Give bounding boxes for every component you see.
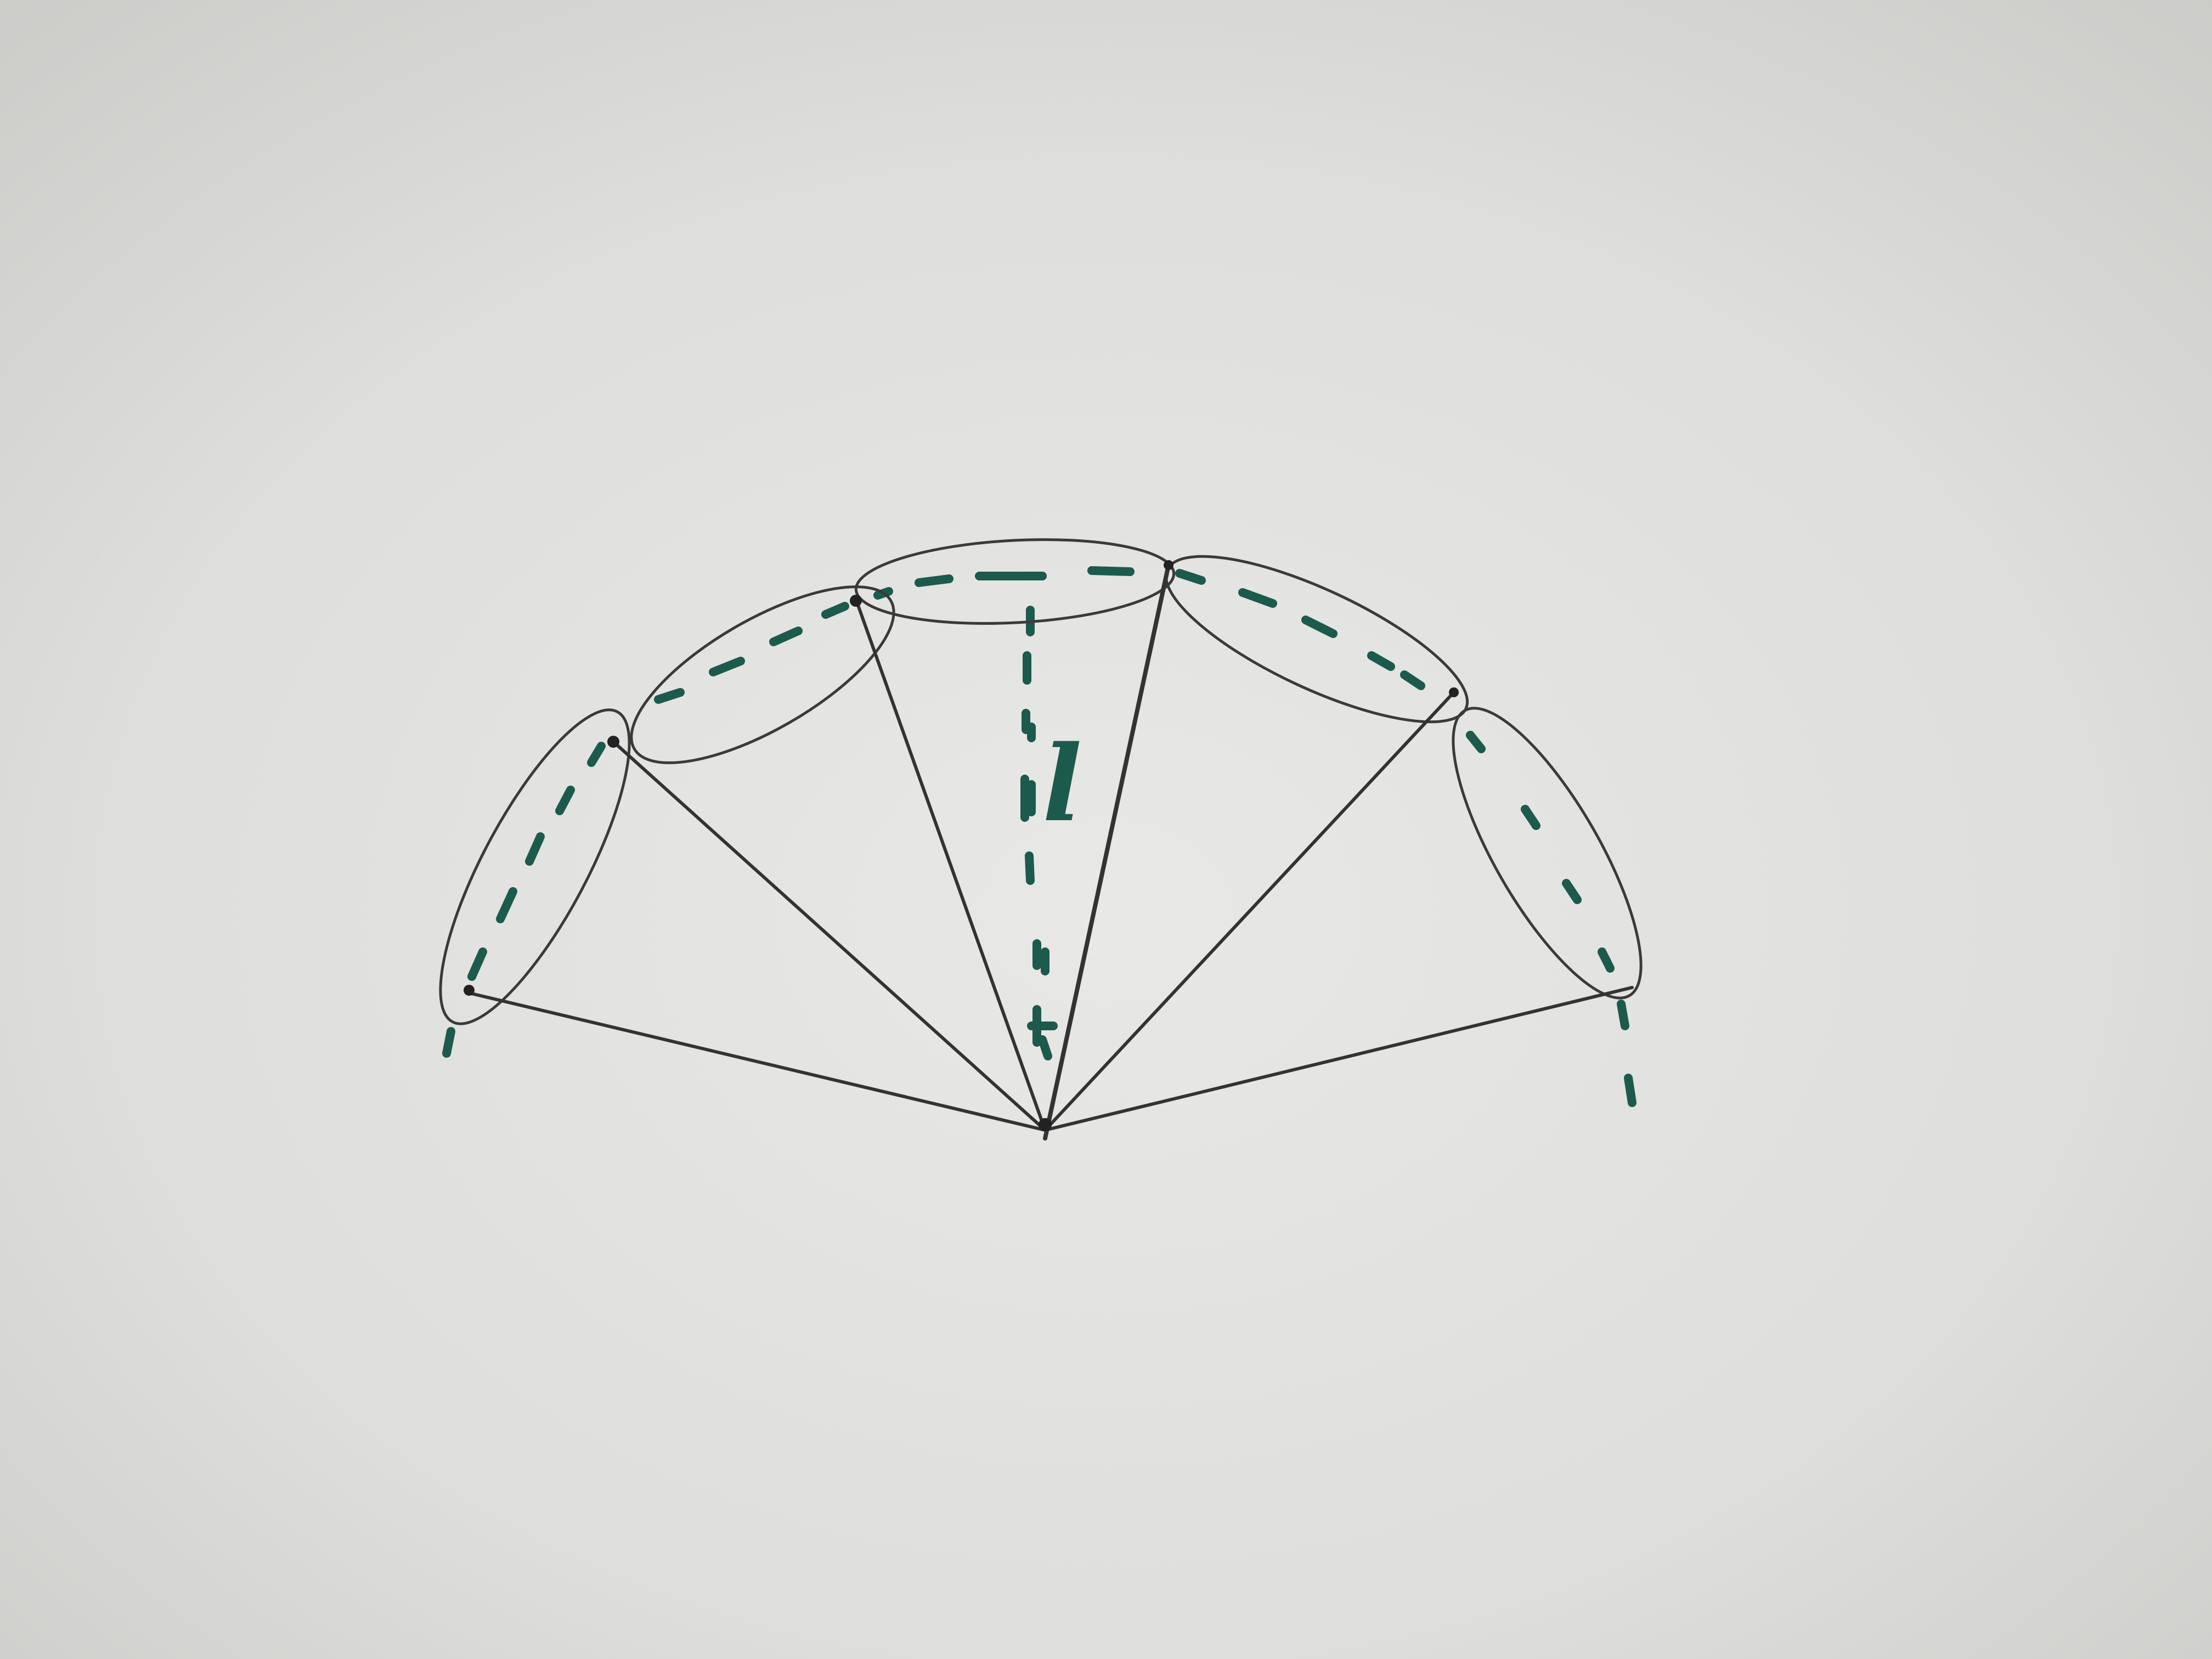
vertex-2: [607, 736, 619, 748]
edge-v6-apex: [1043, 986, 1634, 1132]
edge-v3-apex: [854, 597, 1047, 1132]
vertex-4: [1164, 560, 1173, 570]
edge-v2-apex: [612, 740, 1047, 1132]
pencil-ellipses: [439, 538, 1643, 1025]
ink-dash-ellipse-1: [467, 742, 606, 981]
ink-stub-right: [1617, 1000, 1637, 1107]
pencil-edges: [467, 563, 1634, 1141]
rim-ellipse-3: [854, 538, 1176, 625]
edge-v4-apex: [1043, 563, 1171, 1141]
vertex-5: [1449, 687, 1459, 697]
edge-v1-apex: [467, 991, 1047, 1132]
ink-stub-left: [442, 1027, 455, 1058]
length-label-l: l: [1042, 723, 1082, 845]
rim-ellipse-2: [630, 585, 895, 764]
rim-ellipse-5: [1452, 707, 1643, 1000]
ink-dash-ellipse-4: [1175, 569, 1425, 690]
edge-v5-apex: [1043, 691, 1455, 1132]
vertex-3: [850, 595, 862, 607]
vertex-dots: [464, 560, 1459, 1131]
ink-dash-ellipse-5: [1466, 731, 1615, 973]
ink-dash-ellipse-2: [654, 602, 849, 704]
vertex-1: [464, 985, 475, 996]
apex-dot: [1039, 1118, 1052, 1131]
rim-ellipse-1: [439, 708, 631, 1025]
